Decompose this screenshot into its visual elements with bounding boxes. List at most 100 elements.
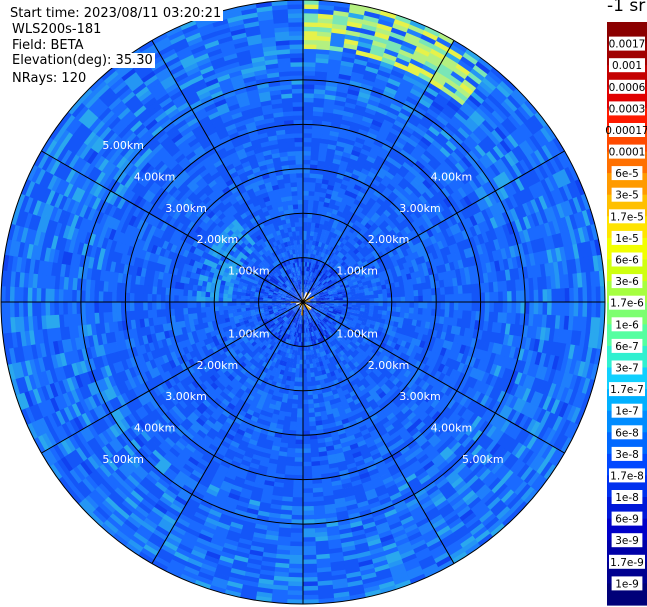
beta-cell	[484, 385, 495, 398]
beta-cell	[475, 432, 487, 446]
beta-cell	[456, 447, 469, 460]
beta-cell	[307, 302, 313, 304]
beta-cell	[447, 350, 456, 360]
beta-cell	[302, 408, 309, 414]
beta-cell	[499, 80, 515, 96]
beta-cell	[344, 315, 350, 320]
beta-cell	[517, 125, 531, 141]
beta-cell	[311, 298, 317, 301]
beta-cell	[537, 164, 550, 180]
beta-cell	[395, 286, 401, 293]
beta-cell	[309, 276, 313, 282]
beta-cell	[309, 266, 313, 272]
beta-cell	[374, 321, 381, 328]
beta-cell	[510, 442, 524, 458]
beta-cell	[303, 226, 308, 232]
beta-cell	[532, 406, 543, 423]
beta-cell	[395, 357, 404, 366]
beta-cell	[302, 541, 316, 547]
beta-cell	[354, 287, 360, 292]
beta-cell	[533, 392, 544, 408]
beta-cell	[369, 294, 375, 299]
beta-cell	[352, 145, 363, 153]
beta-cell	[316, 31, 333, 38]
beta-cell	[509, 358, 518, 372]
beta-cell	[287, 581, 303, 587]
beta-cell	[493, 160, 505, 175]
beta-cell	[302, 435, 311, 441]
beta-cell	[392, 233, 401, 242]
beta-cell	[342, 270, 349, 276]
beta-cell	[492, 145, 506, 160]
beta-cell	[526, 376, 536, 391]
beta-cell	[374, 31, 391, 41]
beta-cell	[460, 55, 477, 70]
beta-cell	[415, 320, 422, 328]
beta-cell	[354, 325, 361, 331]
beta-cell	[569, 214, 579, 231]
beta-cell	[542, 302, 548, 316]
beta-cell	[431, 182, 442, 194]
beta-cell	[461, 374, 470, 386]
beta-cell	[340, 60, 355, 68]
beta-cell	[323, 324, 329, 329]
beta-cell	[401, 103, 415, 114]
beta-cell	[317, 155, 327, 162]
beta-cell	[308, 262, 312, 268]
beta-cell	[316, 48, 331, 55]
beta-cell	[310, 281, 314, 287]
beta-cell	[360, 167, 371, 176]
beta-cell	[331, 242, 337, 249]
beta-cell	[600, 302, 605, 319]
beta-cell	[295, 435, 303, 441]
beta-cell	[316, 319, 320, 324]
beta-cell	[339, 266, 345, 272]
beta-cell	[457, 59, 474, 73]
beta-cell	[491, 342, 499, 355]
beta-cell	[407, 318, 414, 326]
beta-cell	[577, 211, 587, 229]
beta-cell	[310, 293, 315, 298]
beta-cell	[316, 274, 321, 280]
beta-cell	[471, 481, 486, 495]
beta-cell	[451, 178, 462, 191]
beta-cell	[471, 147, 484, 161]
beta-cell	[321, 326, 326, 332]
beta-cell	[322, 274, 328, 279]
beta-cell	[311, 302, 317, 304]
beta-cell	[332, 290, 338, 295]
beta-cell	[413, 80, 429, 91]
beta-cell	[360, 295, 366, 300]
beta-cell	[378, 293, 384, 299]
beta-cell	[403, 408, 414, 419]
beta-cell	[309, 239, 313, 245]
beta-cell	[307, 266, 311, 272]
beta-cell	[442, 396, 453, 408]
beta-cell	[564, 200, 575, 217]
beta-cell	[518, 373, 528, 388]
beta-cell	[304, 288, 307, 294]
beta-cell	[581, 272, 588, 289]
beta-cell	[325, 328, 330, 334]
beta-cell	[416, 122, 430, 134]
beta-cell	[425, 188, 435, 200]
beta-cell	[520, 102, 536, 119]
beta-cell	[408, 253, 416, 262]
beta-cell	[339, 332, 345, 339]
beta-cell	[392, 226, 401, 235]
beta-cell	[363, 311, 370, 317]
beta-cell	[488, 386, 499, 400]
beta-cell	[409, 88, 424, 99]
beta-cell	[330, 314, 336, 319]
beta-cell	[576, 316, 583, 333]
beta-cell	[303, 146, 312, 152]
beta-cell	[411, 200, 421, 211]
beta-cell	[364, 107, 378, 116]
beta-cell	[416, 388, 426, 398]
beta-cell	[363, 70, 379, 79]
beta-cell	[514, 412, 525, 428]
beta-cell	[461, 219, 470, 231]
beta-cell	[308, 285, 312, 291]
beta-cell	[503, 437, 516, 452]
beta-cell	[442, 143, 455, 155]
